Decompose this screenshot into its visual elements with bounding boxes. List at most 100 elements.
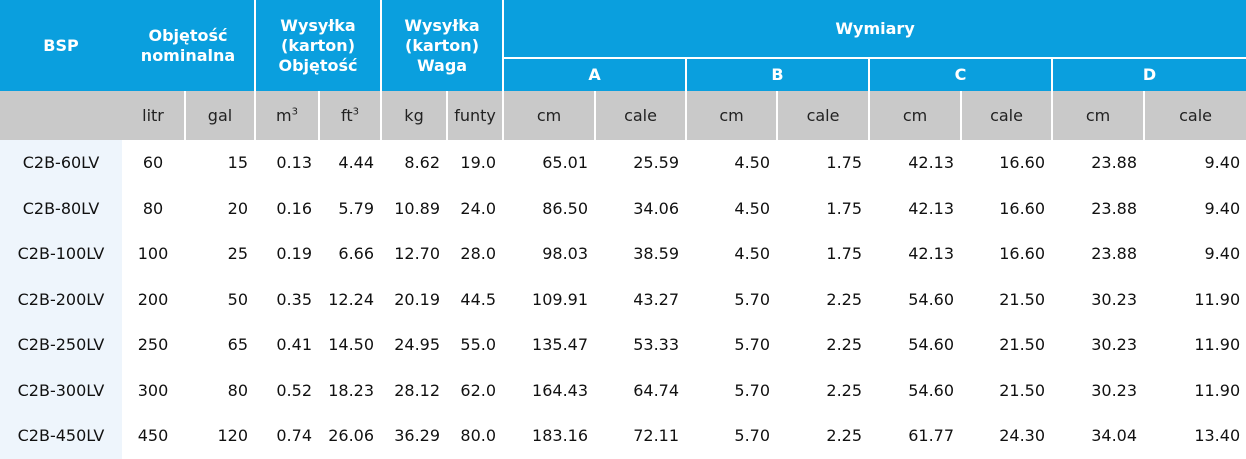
cell-lb: 62.0 bbox=[460, 380, 497, 400]
header-dim-a: A bbox=[502, 57, 686, 91]
cell-c-in: 21.50 bbox=[999, 289, 1046, 309]
cell-a-cm: 98.03 bbox=[542, 244, 589, 264]
cell-b-in: 1.75 bbox=[826, 244, 863, 264]
table-row: C2B-60LV 60 15 0.13 4.44 8.62 19.0 65.01 25.59 4.… bbox=[0, 140, 1246, 186]
header-dimensions: Wymiary bbox=[502, 0, 1246, 57]
header-dim-d-label: D bbox=[1142, 65, 1157, 84]
cell-gal: 15 bbox=[227, 153, 248, 173]
cell-m3: 0.52 bbox=[276, 380, 312, 400]
cell-b-cm: 5.70 bbox=[734, 380, 771, 400]
header-ship-weight-line3: Waga bbox=[416, 55, 468, 75]
cell-d-cm: 23.88 bbox=[1091, 153, 1138, 173]
header-ship-volume-line1: Wysyłka bbox=[280, 15, 356, 35]
cell-b-in: 2.25 bbox=[826, 289, 863, 309]
cell-model: C2B-100LV bbox=[0, 231, 122, 277]
cell-c-cm: 42.13 bbox=[908, 153, 955, 173]
header-volume-line1: Objętość bbox=[148, 25, 228, 45]
cell-d-in: 9.40 bbox=[1204, 198, 1241, 218]
header-shipping-volume: Wysyłka (karton) Objętość bbox=[254, 0, 381, 91]
unit-litr: litr bbox=[122, 91, 184, 140]
unit-ft3: ft3 bbox=[318, 91, 381, 140]
cell-lb: 44.5 bbox=[460, 289, 497, 309]
header-ship-weight-line1: Wysyłka bbox=[404, 15, 480, 35]
unit-m3: m3 bbox=[254, 91, 318, 140]
cell-model: C2B-80LV bbox=[0, 185, 122, 231]
cell-m3: 0.41 bbox=[276, 335, 312, 355]
cell-b-cm: 4.50 bbox=[734, 198, 771, 218]
cell-c-cm: 61.77 bbox=[908, 426, 955, 446]
cell-kg: 12.70 bbox=[394, 244, 441, 264]
unit-cale-b: cale bbox=[776, 91, 869, 140]
cell-a-in: 38.59 bbox=[633, 244, 680, 264]
header-dim-d: D bbox=[1051, 57, 1246, 91]
cell-a-cm: 65.01 bbox=[542, 153, 589, 173]
cell-d-in: 11.90 bbox=[1194, 335, 1241, 355]
unit-cale-c: cale bbox=[960, 91, 1052, 140]
cell-kg: 10.89 bbox=[394, 198, 441, 218]
header-ship-volume-line2: (karton) bbox=[281, 35, 355, 55]
cell-d-in: 11.90 bbox=[1194, 380, 1241, 400]
unit-m-exp: 3 bbox=[291, 106, 298, 118]
unit-cm-b: cm bbox=[685, 91, 777, 140]
cell-m3: 0.74 bbox=[276, 426, 312, 446]
cell-b-in: 1.75 bbox=[826, 198, 863, 218]
header-shipping-weight: Wysyłka (karton) Waga bbox=[380, 0, 503, 91]
cell-d-cm: 23.88 bbox=[1091, 244, 1138, 264]
unit-m-base: m bbox=[276, 106, 292, 125]
cell-ft3: 6.66 bbox=[338, 244, 375, 264]
cell-d-in: 11.90 bbox=[1194, 289, 1241, 309]
unit-ft-exp: 3 bbox=[352, 106, 359, 118]
header-nominal-volume: Objętość nominalna bbox=[122, 0, 254, 91]
header-bsp: BSP bbox=[0, 0, 122, 91]
cell-c-in: 24.30 bbox=[999, 426, 1046, 446]
unit-empty bbox=[0, 91, 122, 140]
cell-lb: 19.0 bbox=[460, 153, 497, 173]
cell-b-in: 2.25 bbox=[826, 335, 863, 355]
cell-b-cm: 4.50 bbox=[734, 244, 771, 264]
header-dimensions-label: Wymiary bbox=[835, 18, 915, 38]
cell-gal: 25 bbox=[227, 244, 248, 264]
unit-gal: gal bbox=[184, 91, 254, 140]
header-dim-c-label: C bbox=[954, 65, 967, 84]
cell-kg: 28.12 bbox=[394, 380, 441, 400]
cell-d-cm: 23.88 bbox=[1091, 198, 1138, 218]
cell-b-cm: 5.70 bbox=[734, 335, 771, 355]
cell-model: C2B-450LV bbox=[0, 413, 122, 459]
cell-gal: 80 bbox=[227, 380, 248, 400]
cell-d-cm: 34.04 bbox=[1091, 426, 1138, 446]
cell-c-cm: 54.60 bbox=[908, 335, 955, 355]
table-row: C2B-100LV 100 25 0.19 6.66 12.70 28.0 98.03 38.5… bbox=[0, 231, 1246, 277]
cell-c-in: 21.50 bbox=[999, 335, 1046, 355]
cell-kg: 20.19 bbox=[394, 289, 441, 309]
unit-cm-a: cm bbox=[502, 91, 595, 140]
units-row: litr gal m3 ft3 kg funty cm cale cm cale… bbox=[0, 91, 1246, 140]
header-bsp-label: BSP bbox=[43, 35, 79, 55]
cell-c-cm: 54.60 bbox=[908, 380, 955, 400]
cell-ft3: 12.24 bbox=[328, 289, 375, 309]
cell-a-cm: 109.91 bbox=[532, 289, 589, 309]
unit-cm-c: cm bbox=[868, 91, 961, 140]
cell-m3: 0.13 bbox=[276, 153, 312, 173]
header-ship-volume-line3: Objętość bbox=[278, 55, 358, 75]
cell-m3: 0.19 bbox=[276, 244, 312, 264]
cell-c-in: 16.60 bbox=[999, 153, 1046, 173]
cell-c-in: 16.60 bbox=[999, 198, 1046, 218]
cell-b-in: 2.25 bbox=[826, 426, 863, 446]
cell-b-cm: 5.70 bbox=[734, 289, 771, 309]
cell-model: C2B-200LV bbox=[0, 276, 122, 322]
cell-litr: 200 bbox=[137, 289, 169, 309]
cell-gal: 20 bbox=[227, 198, 248, 218]
cell-a-cm: 86.50 bbox=[542, 198, 589, 218]
cell-d-cm: 30.23 bbox=[1091, 289, 1138, 309]
cell-kg: 8.62 bbox=[404, 153, 441, 173]
cell-d-in: 9.40 bbox=[1204, 153, 1241, 173]
cell-kg: 36.29 bbox=[394, 426, 441, 446]
unit-cale-d: cale bbox=[1143, 91, 1246, 140]
cell-model: C2B-250LV bbox=[0, 322, 122, 368]
header-dim-a-label: A bbox=[588, 65, 601, 84]
cell-litr: 450 bbox=[137, 426, 169, 446]
cell-model: C2B-60LV bbox=[0, 140, 122, 186]
cell-lb: 28.0 bbox=[460, 244, 497, 264]
cell-kg: 24.95 bbox=[394, 335, 441, 355]
